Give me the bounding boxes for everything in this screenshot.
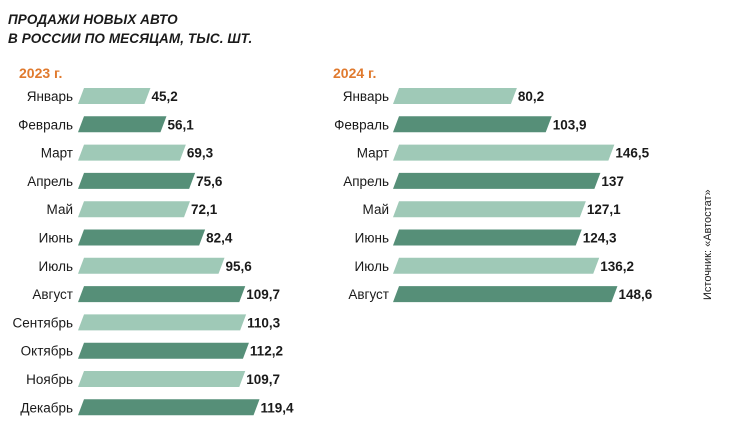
- bar-2023-12: [78, 399, 260, 416]
- bar-2023-8: [78, 286, 246, 303]
- value-label: 146,5: [615, 146, 649, 161]
- bar-2023-10: [78, 342, 249, 359]
- category-label: Март: [357, 146, 389, 161]
- category-label: Сентябрь: [13, 315, 73, 330]
- category-label: Апрель: [343, 174, 389, 189]
- category-label: Февраль: [18, 117, 73, 132]
- value-label: 109,7: [246, 287, 280, 302]
- value-label: 95,6: [226, 259, 253, 274]
- bar-2024-3: [393, 144, 615, 161]
- value-label: 148,6: [618, 287, 652, 302]
- source-note: Источник: «Автостат»: [702, 189, 714, 300]
- category-label: Июль: [355, 259, 389, 274]
- bar-2024-6: [393, 229, 582, 246]
- value-label: 103,9: [553, 117, 587, 132]
- bar-2024-4: [393, 172, 601, 189]
- value-label: 82,4: [206, 231, 233, 246]
- bar-2023-3: [78, 144, 186, 161]
- value-label: 119,4: [261, 400, 295, 415]
- category-label: Октябрь: [21, 344, 73, 359]
- chart-title: ПРОДАЖИ НОВЫХ АВТО В РОССИИ ПО МЕСЯЦАМ, …: [8, 10, 252, 48]
- value-label: 80,2: [518, 89, 544, 104]
- bar-2023-4: [78, 172, 196, 189]
- value-label: 109,7: [246, 372, 280, 387]
- bar-2023-7: [78, 257, 225, 274]
- category-label: Апрель: [27, 174, 73, 189]
- category-label: Январь: [343, 89, 389, 104]
- title-line-1: ПРОДАЖИ НОВЫХ АВТО: [8, 12, 178, 27]
- category-label: Август: [348, 287, 389, 302]
- bar-2023-1: [78, 88, 151, 104]
- value-label: 72,1: [191, 202, 218, 217]
- category-label: Ноябрь: [26, 372, 73, 387]
- bar-2023-11: [78, 371, 246, 387]
- bar-2024-5: [393, 201, 586, 218]
- category-label: Май: [363, 202, 389, 217]
- year-heading: 2023 г.: [19, 65, 62, 81]
- bar-2024-7: [393, 257, 600, 274]
- value-label: 56,1: [167, 117, 194, 132]
- value-label: 127,1: [587, 202, 621, 217]
- value-label: 137: [601, 174, 624, 189]
- category-label: Июнь: [39, 231, 73, 246]
- category-label: Июнь: [355, 231, 389, 246]
- value-label: 75,6: [196, 174, 223, 189]
- category-label: Февраль: [334, 117, 389, 132]
- value-label: 112,2: [250, 344, 283, 359]
- value-label: 136,2: [600, 259, 634, 274]
- bar-2023-5: [78, 201, 190, 218]
- category-label: Май: [47, 202, 73, 217]
- category-label: Январь: [27, 89, 73, 104]
- category-label: Август: [32, 287, 73, 302]
- value-label: 110,3: [247, 315, 281, 330]
- value-label: 69,3: [187, 146, 214, 161]
- bar-2024-2: [393, 116, 552, 133]
- title-line-2: В РОССИИ ПО МЕСЯЦАМ, ТЫС. ШТ.: [8, 31, 253, 46]
- year-heading: 2024 г.: [333, 65, 376, 81]
- category-label: Декабрь: [20, 400, 73, 415]
- bar-2024-1: [393, 88, 517, 104]
- bar-2023-2: [78, 116, 167, 133]
- category-label: Июль: [39, 259, 73, 274]
- bar-2024-8: [393, 286, 618, 303]
- bar-2023-6: [78, 229, 206, 246]
- category-label: Март: [41, 146, 73, 161]
- value-label: 124,3: [583, 231, 617, 246]
- bar-2023-9: [78, 314, 247, 331]
- value-label: 45,2: [151, 89, 177, 104]
